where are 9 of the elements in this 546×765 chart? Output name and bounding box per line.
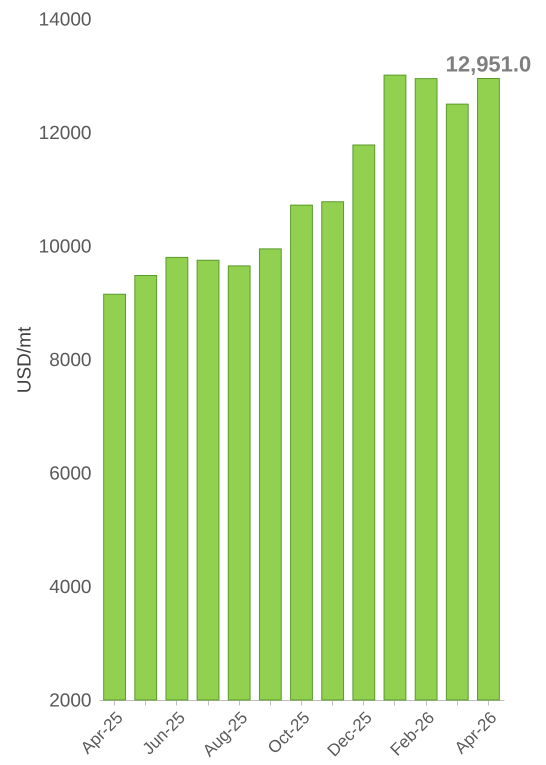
y-axis-title: USD/mt: [14, 326, 36, 394]
y-tick-label: 14000: [38, 10, 92, 30]
y-tick-label: 2000: [49, 690, 92, 712]
y-tick-label: 6000: [49, 464, 92, 484]
y-tick-label: 10000: [38, 236, 92, 258]
y-tick-label: 4000: [49, 577, 92, 598]
y-tick-label: 12000: [38, 123, 92, 144]
y-tick-label: 8000: [49, 350, 92, 371]
data-label: 12,951.0: [446, 52, 532, 77]
